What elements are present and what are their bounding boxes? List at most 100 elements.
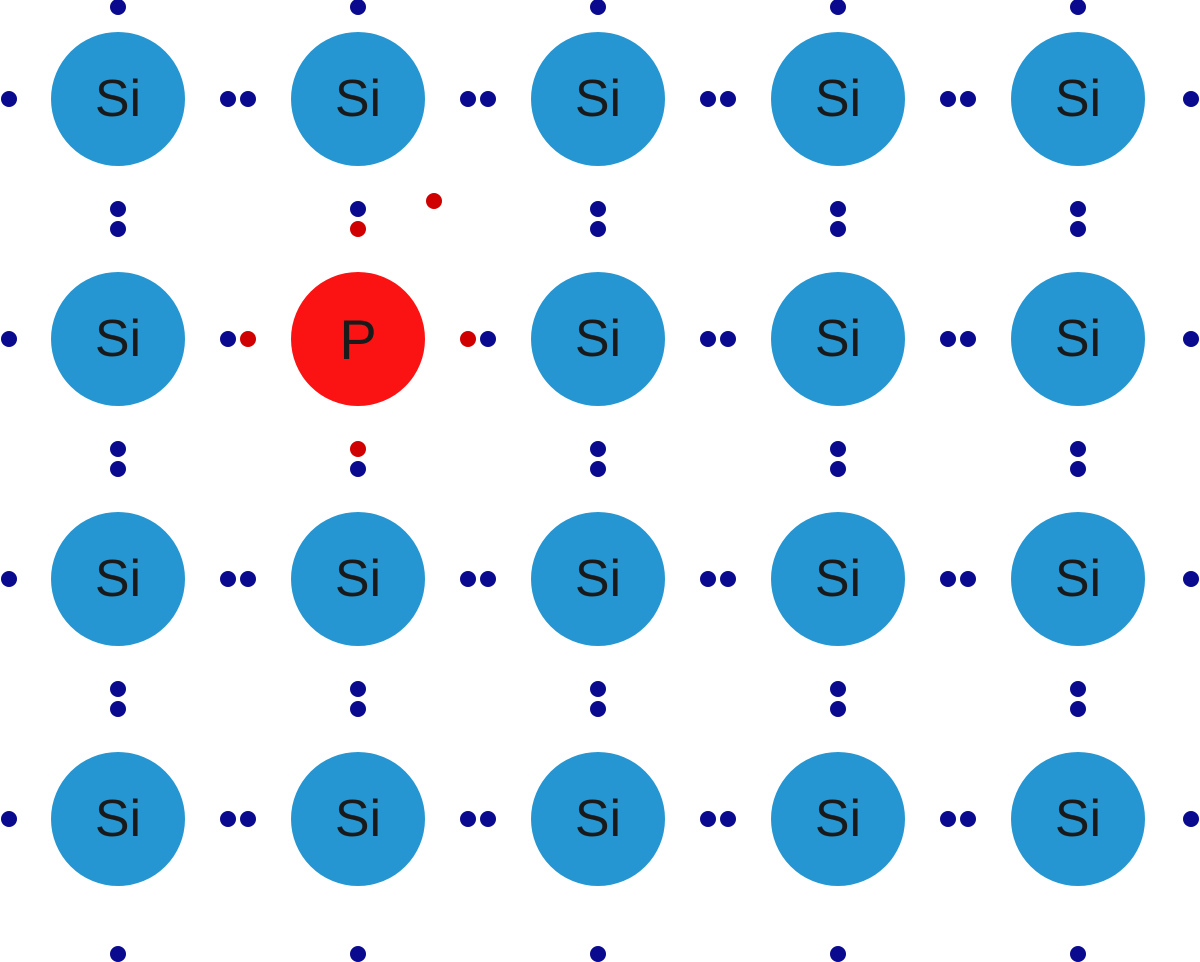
bond-electron [590,701,606,717]
bond-electron [480,811,496,827]
silicon-atom: Si [1011,512,1145,646]
bond-electron [350,701,366,717]
silicon-atom: Si [531,512,665,646]
bond-electron [720,571,736,587]
bond-electron [480,331,496,347]
bond-electron [220,571,236,587]
bond-electron [110,0,126,15]
bond-electron [110,201,126,217]
bond-electron [940,811,956,827]
bond-electron [590,221,606,237]
bond-electron [830,0,846,15]
bond-electron [240,811,256,827]
bond-electron [830,681,846,697]
bond-electron [700,91,716,107]
bond-electron [960,331,976,347]
bond-electron [940,91,956,107]
silicon-atom: Si [51,752,185,886]
silicon-label: Si [575,789,621,849]
bond-electron [460,91,476,107]
bond-electron [1183,331,1199,347]
bond-electron [590,946,606,962]
bond-electron [110,701,126,717]
silicon-atom: Si [1011,32,1145,166]
bond-electron [830,441,846,457]
silicon-atom: Si [51,512,185,646]
silicon-atom: Si [291,32,425,166]
bond-electron [700,571,716,587]
bond-electron [1070,461,1086,477]
bond-electron [830,221,846,237]
bond-electron [700,331,716,347]
silicon-label: Si [815,789,861,849]
bond-electron [350,946,366,962]
bond-electron [1,331,17,347]
bond-electron [1070,201,1086,217]
bond-electron [350,221,366,237]
bond-electron [220,811,236,827]
free-electron [426,193,442,209]
silicon-label: Si [815,69,861,129]
silicon-atom: Si [531,272,665,406]
silicon-label: Si [1055,549,1101,609]
silicon-label: Si [95,69,141,129]
bond-electron [1183,91,1199,107]
bond-electron [240,91,256,107]
bond-electron [240,331,256,347]
bond-electron [940,331,956,347]
bond-electron [720,811,736,827]
silicon-atom: Si [531,752,665,886]
bond-electron [220,91,236,107]
bond-electron [350,441,366,457]
silicon-atom: Si [51,32,185,166]
bond-electron [720,331,736,347]
silicon-atom: Si [531,32,665,166]
silicon-label: Si [1055,309,1101,369]
silicon-atom: Si [771,752,905,886]
silicon-atom: Si [771,272,905,406]
silicon-atom: Si [771,512,905,646]
bond-electron [110,946,126,962]
bond-electron [1,811,17,827]
bond-electron [480,91,496,107]
bond-electron [110,461,126,477]
silicon-label: Si [1055,69,1101,129]
bond-electron [720,91,736,107]
silicon-label: Si [815,549,861,609]
silicon-atom: Si [51,272,185,406]
silicon-atom: Si [291,752,425,886]
bond-electron [590,201,606,217]
bond-electron [700,811,716,827]
bond-electron [830,201,846,217]
phosphorus-label: P [339,307,376,372]
silicon-label: Si [815,309,861,369]
bond-electron [240,571,256,587]
bond-electron [350,681,366,697]
bond-electron [590,681,606,697]
silicon-label: Si [575,549,621,609]
bond-electron [590,461,606,477]
silicon-atom: Si [1011,272,1145,406]
bond-electron [960,91,976,107]
bond-electron [1183,571,1199,587]
silicon-label: Si [95,309,141,369]
silicon-label: Si [575,69,621,129]
phosphorus-atom: P [291,272,425,406]
silicon-atom: Si [291,512,425,646]
bond-electron [1,571,17,587]
bond-electron [590,0,606,15]
bond-electron [350,461,366,477]
bond-electron [960,571,976,587]
bond-electron [1070,946,1086,962]
silicon-label: Si [95,789,141,849]
silicon-atom: Si [771,32,905,166]
bond-electron [1,91,17,107]
bond-electron [830,461,846,477]
bond-electron [350,0,366,15]
silicon-label: Si [335,789,381,849]
bond-electron [110,221,126,237]
bond-electron [350,201,366,217]
bond-electron [830,946,846,962]
bond-electron [590,441,606,457]
bond-electron [830,701,846,717]
